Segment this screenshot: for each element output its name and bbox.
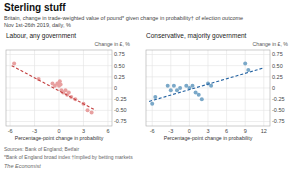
y-tick-label: -0.50 (114, 107, 127, 113)
y-tick-label: -0.75 (114, 118, 127, 124)
footnote: *Bank of England broad index †Implied by… (4, 154, 133, 160)
x-tick-label: 3 (206, 128, 209, 134)
x-tick-label: -6 (8, 128, 13, 134)
grid-line (6, 76, 112, 77)
scatter-point (166, 84, 170, 88)
scatter-point (90, 111, 94, 115)
scatter-point (246, 68, 250, 72)
chart: Sterling stuff Britain, change in trade-w… (0, 0, 292, 172)
panel: -6 -3 0 3 6 -0.75 -0.50 -0.25 0 0.25 0.50 0.75 Perce… (6, 32, 130, 141)
y-tick-label: 0 (272, 85, 275, 91)
y-tick-label: -0.75 (272, 118, 285, 124)
y-tick-label: 0.25 (272, 74, 283, 80)
x-tick-label: -6 (150, 128, 155, 134)
grid-line (6, 99, 112, 100)
x-tick-label: -3 (32, 128, 37, 134)
scatter-point (67, 90, 71, 94)
subtitle: Nov 1st-26th 2019, daily, % (4, 22, 71, 28)
scatter-point (86, 108, 90, 112)
panel: -6 -3 0 3 6 9 12 -0.75 -0.50 -0.25 0 0.25 0.50 0.75 Pe… (146, 32, 288, 141)
grid-line (146, 88, 270, 89)
grid-line (6, 121, 112, 122)
scatter-point (178, 86, 182, 90)
plot-frame (146, 50, 270, 126)
x-tick-label: 6 (225, 128, 228, 134)
x-axis-label: Percentage-point change in probability (164, 135, 253, 141)
x-tick-label: -3 (168, 128, 173, 134)
scatter-point (153, 95, 157, 99)
scatter-point (12, 61, 16, 65)
grid-line (6, 65, 112, 66)
data-area (149, 61, 264, 105)
panel-title: Labour, any government (6, 32, 76, 40)
y-tick-label: 0 (114, 85, 117, 91)
grid-line (146, 110, 270, 111)
y-tick-label: -0.25 (272, 96, 285, 102)
y-axis-label: Change in £, % (95, 41, 131, 47)
grid-line (146, 99, 270, 100)
y-tick-label: 0.50 (272, 63, 283, 69)
scatter-point (243, 61, 247, 65)
subtitle: Britain, change in trade-weighted value … (4, 15, 243, 21)
grid-line (146, 121, 270, 122)
grid-line (146, 76, 270, 77)
grid-line (146, 54, 270, 55)
y-tick-label: 0.25 (114, 74, 125, 80)
y-tick-label: 0.50 (114, 63, 125, 69)
y-tick-label: -0.25 (114, 96, 127, 102)
trend-line (12, 66, 96, 111)
y-tick-label: -0.50 (272, 107, 285, 113)
x-tick-label: 0 (57, 128, 60, 134)
scatter-point (191, 84, 195, 88)
scatter-point (197, 93, 201, 97)
scatter-point (59, 82, 63, 86)
trend-line (149, 68, 264, 102)
data-area (12, 61, 96, 114)
x-tick-label: 9 (244, 128, 247, 134)
brand: The Economist (4, 163, 41, 169)
background (0, 0, 292, 172)
y-tick-label: 0.75 (114, 51, 125, 57)
scatter-point (64, 88, 68, 92)
title: Sterling stuff (4, 2, 66, 13)
plot-frame (6, 50, 112, 126)
y-axis-label: Change in £, % (253, 41, 289, 47)
scatter-point (169, 88, 173, 92)
x-tick-label: 12 (261, 128, 267, 134)
x-axis-label: Percentage-point change in probability (15, 135, 104, 141)
grid-line (6, 54, 112, 55)
scatter-point (200, 97, 204, 101)
y-tick-label: 0.75 (272, 51, 283, 57)
x-tick-label: 3 (82, 128, 85, 134)
scatter-point (172, 84, 176, 88)
panel-title: Conservative, majority government (146, 32, 247, 40)
x-tick-label: 6 (106, 128, 109, 134)
x-tick-label: 0 (188, 128, 191, 134)
source: Sources: Bank of England; Betfair (4, 146, 79, 152)
grid-line (146, 65, 270, 66)
scatter-point (209, 84, 213, 88)
scatter-point (150, 102, 154, 106)
grid-line (6, 110, 112, 111)
